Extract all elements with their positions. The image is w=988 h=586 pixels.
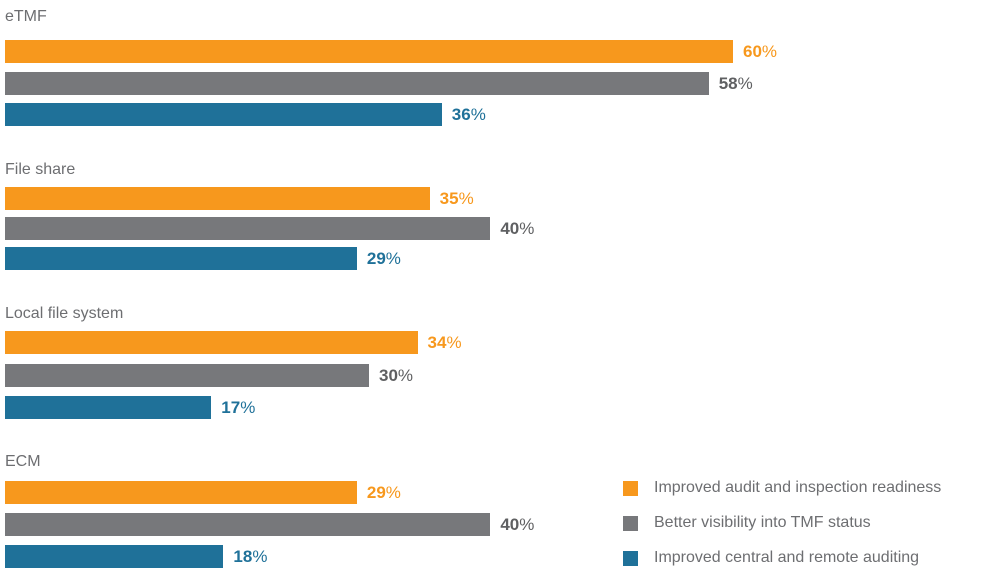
bar-ecm-series-2: [5, 513, 491, 536]
data-label-value: 30: [379, 366, 398, 385]
category-label-file-share: File share: [5, 161, 76, 178]
data-label-suffix: %: [519, 515, 535, 534]
bar-etmf-series-2: [5, 72, 709, 95]
data-label-file-share-series-2: 40%: [500, 217, 534, 240]
category-label-local-file-system: Local file system: [5, 305, 124, 322]
data-label-suffix: %: [761, 42, 778, 61]
data-label-etmf-series-1: 60%: [743, 40, 777, 63]
data-label-file-share-series-3: 29%: [367, 247, 401, 270]
bar-file-share-series-2: [5, 217, 491, 240]
legend-swatch-tmf-visibility: [623, 516, 638, 531]
data-label-suffix: %: [737, 74, 753, 93]
data-label-suffix: %: [470, 105, 486, 124]
bar-local-file-system-series-3: [5, 396, 212, 419]
data-label-suffix: %: [252, 547, 268, 566]
bar-ecm-series-1: [5, 481, 357, 504]
data-label-suffix: %: [385, 483, 401, 502]
category-label-ecm: ECM: [5, 453, 41, 470]
data-label-suffix: %: [385, 249, 401, 268]
bar-etmf-series-1: [5, 40, 733, 63]
data-label-suffix: %: [458, 189, 474, 208]
bar-etmf-series-3: [5, 103, 442, 126]
category-label-etmf: eTMF: [5, 8, 47, 25]
data-label-value: 36: [451, 105, 471, 124]
legend-label: Improved audit and inspection readiness: [654, 479, 942, 496]
data-label-value: 58: [718, 74, 738, 93]
bar-file-share-series-1: [5, 187, 430, 210]
data-label-etmf-series-2: 58%: [719, 72, 753, 95]
data-label-value: 60: [743, 42, 762, 61]
data-label-suffix: %: [519, 219, 535, 238]
data-label-value: 34: [427, 333, 447, 352]
data-label-ecm-series-1: 29%: [367, 481, 401, 504]
legend-label: Improved central and remote auditing: [654, 549, 920, 566]
data-label-local-file-system-series-2: 30%: [379, 364, 413, 387]
data-label-value: 40: [500, 515, 520, 534]
data-label-ecm-series-2: 40%: [500, 513, 534, 536]
data-label-suffix: %: [446, 333, 462, 352]
data-label-value: 35: [439, 189, 459, 208]
bar-ecm-series-3: [5, 545, 224, 568]
data-label-etmf-series-3: 36%: [452, 103, 486, 126]
legend-swatch-audit-readiness: [623, 481, 638, 496]
data-label-file-share-series-1: 35%: [440, 187, 474, 210]
data-label-value: 29: [366, 249, 386, 268]
data-label-value: 29: [366, 483, 386, 502]
legend-swatch-remote-auditing: [623, 551, 638, 566]
data-label-value: 40: [500, 219, 520, 238]
legend-label: Better visibility into TMF status: [654, 514, 871, 531]
bar-local-file-system-series-1: [5, 331, 418, 354]
bar-file-share-series-3: [5, 247, 357, 270]
bar-local-file-system-series-2: [5, 364, 369, 387]
data-label-local-file-system-series-3: 17%: [221, 396, 255, 419]
data-label-ecm-series-3: 18%: [233, 545, 267, 568]
data-label-value: 17: [221, 398, 241, 417]
data-label-local-file-system-series-1: 34%: [428, 331, 462, 354]
data-label-suffix: %: [397, 366, 414, 385]
data-label-suffix: %: [240, 398, 256, 417]
data-label-value: 18: [233, 547, 253, 566]
